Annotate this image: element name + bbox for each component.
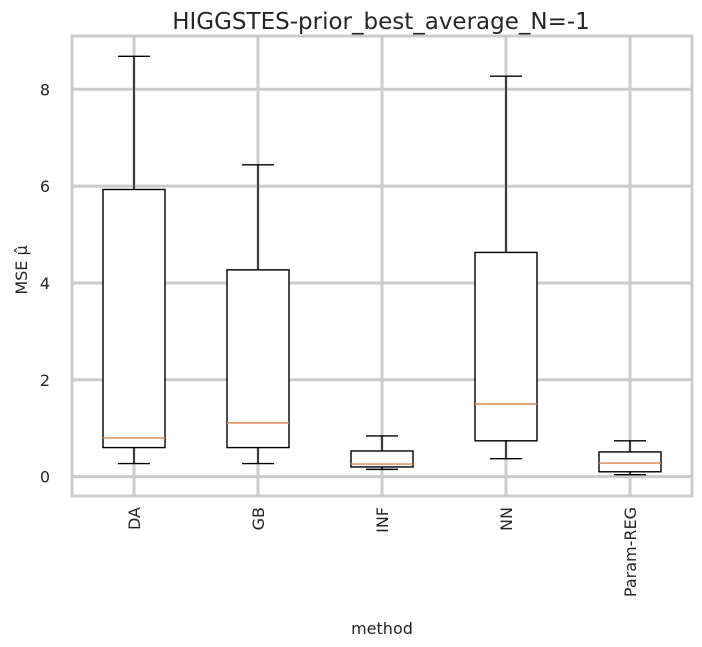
- x-tick-label: GB: [249, 507, 268, 530]
- y-tick-labels: 0 2 4 6 8: [40, 80, 50, 486]
- box-param-reg: [598, 440, 662, 476]
- y-tick-label: 8: [40, 80, 50, 99]
- box-da: [102, 55, 166, 465]
- box-inf: [350, 435, 414, 471]
- chart-title: HIGGSTES-prior_best_average_N=-1: [172, 9, 590, 35]
- box-iqr: [226, 269, 290, 449]
- y-tick-label: 0: [40, 468, 50, 487]
- x-tick-label: DA: [125, 507, 144, 530]
- x-axis-label: method: [351, 619, 413, 638]
- plot-frame: [70, 34, 694, 498]
- box-iqr: [474, 251, 538, 442]
- boxes: [102, 55, 662, 476]
- y-tick-label: 2: [40, 371, 50, 390]
- box-gb: [226, 164, 290, 465]
- box-iqr: [598, 451, 662, 473]
- box-nn: [474, 75, 538, 460]
- y-axis-label: MSE μ̂: [12, 245, 31, 294]
- box-iqr: [350, 450, 414, 468]
- x-tick-labels: DA GB INF NN Param-REG: [125, 507, 640, 597]
- x-tick-label: Param-REG: [621, 507, 640, 597]
- x-tick-label: INF: [373, 507, 392, 533]
- y-tick-label: 6: [40, 177, 50, 196]
- x-tick-label: NN: [497, 507, 516, 531]
- box-iqr: [102, 188, 166, 449]
- y-tick-label: 4: [40, 274, 50, 293]
